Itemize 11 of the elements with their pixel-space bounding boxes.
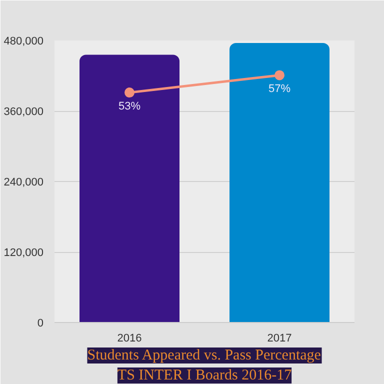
y-tick-label: 240,000	[4, 176, 44, 188]
x-tick-label: 2016	[117, 332, 142, 344]
data-label: 53%	[118, 100, 141, 113]
y-tick-label: 480,000	[4, 36, 44, 48]
data-label: 57%	[268, 83, 291, 96]
y-tick-label: 0	[37, 318, 44, 330]
y-tick-label: 360,000	[4, 106, 44, 118]
text: TS INTER I Boards 2016-17	[117, 368, 292, 384]
y-tick-label: 120,000	[4, 247, 44, 259]
x-tick-label: 2017	[267, 332, 292, 344]
text: Students Appeared vs. Pass Percentage	[87, 348, 322, 364]
